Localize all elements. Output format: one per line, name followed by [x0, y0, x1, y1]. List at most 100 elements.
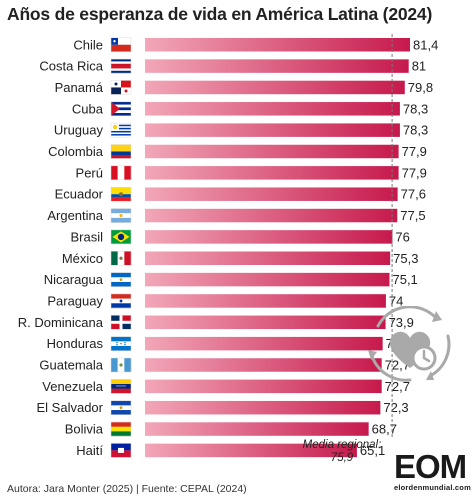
flag-chile-icon — [110, 37, 132, 52]
value-label: 72,7 — [385, 379, 410, 394]
category-label: Honduras — [47, 336, 104, 351]
flag-el-salvador-icon — [110, 400, 132, 415]
category-label: Guatemala — [39, 358, 103, 373]
flag-ecuador-icon — [110, 186, 132, 202]
flag-dominican-republic-icon — [110, 315, 132, 330]
category-label: Nicaragua — [44, 272, 104, 287]
bar-row: Bolivia 68,7 — [65, 422, 397, 437]
flag-haiti-icon — [110, 443, 132, 458]
value-label: 76 — [395, 229, 409, 244]
category-label: Argentina — [47, 208, 103, 223]
regional-mean-title: Media regional: — [302, 439, 382, 451]
flag-bolivia-icon — [110, 421, 132, 437]
bar — [145, 272, 390, 287]
category-label: Haití — [76, 443, 103, 458]
bar-row: Cuba 78,3 — [72, 101, 428, 116]
chart-title: Años de esperanza de vida en América Lat… — [7, 4, 433, 24]
value-label: 79,8 — [408, 80, 433, 95]
category-label: Uruguay — [54, 123, 104, 138]
flag-uruguay-icon — [110, 122, 132, 138]
flag-brasil-icon — [110, 229, 132, 245]
bar-row: Uruguay 78,3 — [54, 123, 428, 138]
bar — [145, 294, 386, 308]
flag-colombia-icon — [110, 144, 132, 159]
bar — [145, 208, 398, 223]
bar — [145, 123, 400, 137]
value-label: 77,9 — [402, 165, 427, 180]
bar-row: Costa Rica 81 — [39, 59, 426, 74]
value-label: 68,7 — [372, 422, 397, 437]
flag-costa-rica-icon — [110, 58, 132, 74]
regional-mean-label: Media regional: 75,9 — [300, 439, 384, 465]
value-label: 72,3 — [383, 400, 408, 415]
category-label: México — [62, 251, 103, 266]
bar — [145, 187, 398, 201]
flag-venezuela-icon — [110, 379, 132, 394]
bar-row: Colombia 77,9 — [48, 144, 427, 159]
value-label: 75,3 — [393, 251, 418, 266]
logo-mark: EOM — [394, 448, 467, 485]
bar-row: Perú 77,9 — [76, 165, 427, 180]
bar — [145, 422, 369, 436]
bar — [145, 38, 410, 52]
bar-row: Nicaragua 75,1 — [44, 272, 418, 287]
bar-row: México 75,3 — [62, 251, 419, 266]
bar-row: R. Dominicana 73,9 — [18, 315, 414, 330]
flag-argentina-icon — [110, 208, 132, 223]
value-label: 65,1 — [360, 443, 385, 458]
bar — [145, 251, 391, 265]
category-label: Brasil — [70, 229, 103, 244]
bar — [145, 315, 386, 330]
bar — [145, 80, 405, 95]
flag-mexico-icon — [110, 251, 132, 266]
flag-peru-icon — [110, 165, 132, 181]
flag-cuba-icon — [110, 101, 132, 117]
eom-logo: EOM elordenmundial.com — [394, 448, 471, 492]
flag-nicaragua-icon — [110, 272, 132, 287]
category-label: Paraguay — [47, 293, 103, 308]
flag-honduras-icon — [110, 336, 132, 351]
bar — [145, 102, 400, 116]
category-label: Cuba — [72, 101, 104, 116]
category-label: Panamá — [55, 80, 104, 95]
bar — [145, 230, 393, 244]
bar-row: Venezuela 72,7 — [42, 379, 410, 394]
bar-row: El Salvador 72,3 — [37, 400, 409, 415]
bar-row: Argentina 77,5 — [47, 208, 425, 223]
value-label: 78,3 — [403, 123, 428, 138]
bar-row: Panamá 79,8 — [55, 80, 434, 95]
flag-paraguay-icon — [110, 293, 132, 309]
bar-row: Brasil 76 — [70, 229, 409, 244]
bar-row: Honduras73 — [47, 336, 400, 351]
category-label: Colombia — [48, 144, 104, 159]
bar — [145, 379, 382, 394]
bar — [145, 358, 382, 372]
flag-panama-icon — [110, 80, 132, 95]
bar-row: Haití 65,1 — [76, 443, 385, 458]
bar — [145, 59, 409, 73]
bar — [145, 144, 399, 159]
bar-row: Paraguay 74 — [47, 293, 403, 308]
category-label: El Salvador — [37, 400, 104, 415]
value-label: 73,9 — [389, 315, 414, 330]
bar — [145, 400, 381, 415]
logo-url: elordenmundial.com — [394, 483, 471, 492]
value-label: 81,4 — [413, 37, 438, 52]
bar — [145, 336, 383, 351]
category-label: R. Dominicana — [18, 315, 104, 330]
flag-guatemala-icon — [110, 357, 132, 373]
category-label: Perú — [76, 165, 103, 180]
bar-row: Chile 81,4 — [73, 37, 438, 52]
bar — [145, 443, 357, 458]
category-label: Ecuador — [55, 187, 104, 202]
category-label: Costa Rica — [39, 59, 103, 74]
category-label: Chile — [73, 37, 103, 52]
bar — [145, 166, 399, 180]
category-label: Bolivia — [65, 422, 104, 437]
regional-mean-value: 75,9 — [330, 452, 354, 464]
value-label: 77,5 — [400, 208, 425, 223]
value-label: 77,6 — [401, 187, 426, 202]
bar-row: Ecuador 77,6 — [55, 187, 426, 202]
value-label: 78,3 — [403, 101, 428, 116]
heart-clock-cycle-icon — [360, 305, 460, 387]
